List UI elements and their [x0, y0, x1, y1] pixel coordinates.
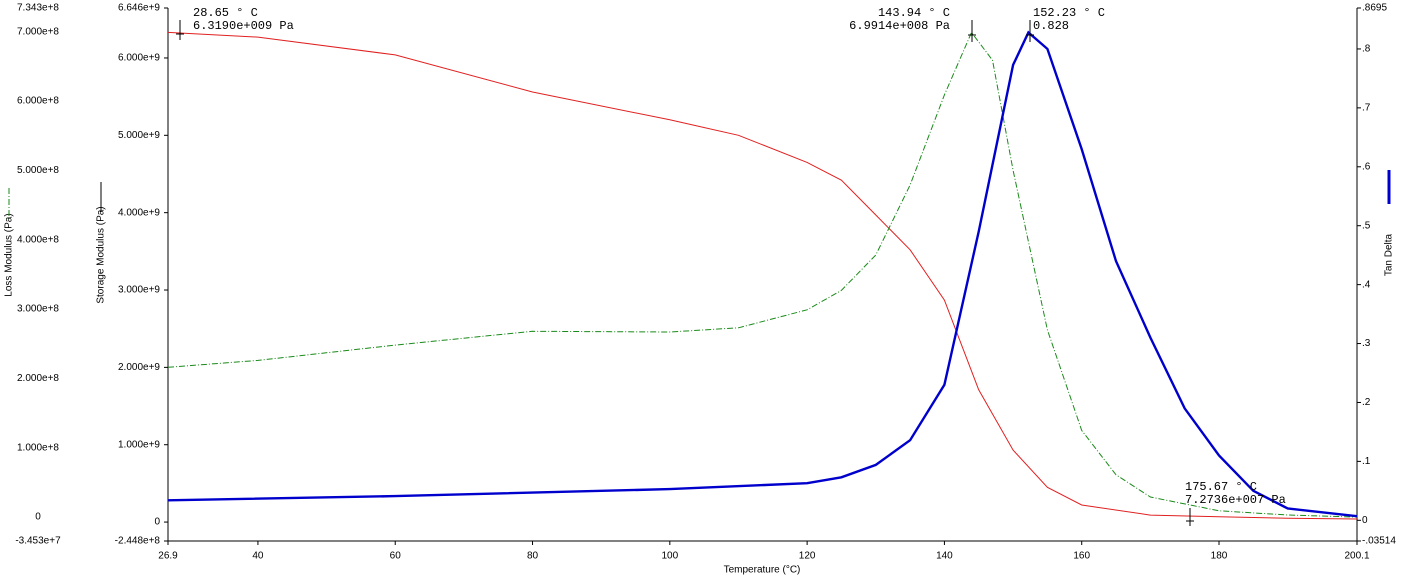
x-tick-label: 60: [390, 551, 402, 562]
y-tick-label: .6: [1362, 161, 1371, 172]
x-tick-label: 40: [252, 551, 264, 562]
axis-title: Tan Delta: [1384, 233, 1395, 276]
annotation-text: 0.828: [1033, 19, 1069, 33]
y-tick-label: .3: [1362, 338, 1371, 349]
x-tick-label: 80: [527, 551, 539, 562]
y-tick-label: 4.000e+8: [17, 234, 59, 245]
y-tick-label: -2.448e+8: [115, 536, 161, 547]
y-tick-label: 1.000e+8: [17, 442, 59, 453]
y-tick-label: 2.000e+8: [17, 373, 59, 384]
x-axis-title: Temperature (°C): [724, 565, 801, 576]
y-tick-label: .8: [1362, 44, 1371, 55]
y-tick-label: 7.343e+8: [17, 3, 59, 14]
y-tick-label: 0: [35, 512, 41, 523]
y-tick-label: -3.453e+7: [15, 536, 61, 547]
y-tick-label: 2.000e+9: [118, 362, 160, 373]
y-tick-label: 0: [154, 517, 160, 528]
annotation-text: 28.65 ° C: [193, 6, 258, 20]
series-line: [167, 31, 1358, 520]
series-line: [167, 30, 1358, 518]
x-tick-label: 26.9: [158, 551, 178, 562]
annotation-text: 152.23 ° C: [1033, 6, 1105, 20]
x-tick-label: 200.1: [1344, 551, 1369, 562]
y-tick-label: .5: [1362, 220, 1371, 231]
y-tick-label: .4: [1362, 279, 1371, 290]
y-tick-label: 6.646e+9: [118, 3, 160, 14]
annotation-text: 143.94 ° C: [878, 6, 950, 20]
series-line: [167, 31, 1358, 518]
y-tick-label: .1: [1362, 456, 1371, 467]
annotation-text: 6.3190e+009 Pa: [193, 19, 294, 33]
annotation-text: 7.2736e+007 Pa: [1185, 493, 1286, 507]
y-tick-label: 6.000e+9: [118, 53, 160, 64]
y-tick-label: 5.000e+9: [118, 130, 160, 141]
axis-title: Storage Modulus (Pa): [96, 206, 107, 303]
annotation-text: 175.67 ° C: [1185, 480, 1257, 494]
axis-title: Loss Modulus (Pa): [4, 213, 15, 296]
y-tick-label: 5.000e+8: [17, 165, 59, 176]
y-tick-label: 1.000e+9: [118, 439, 160, 450]
y-tick-label: 4.000e+9: [118, 207, 160, 218]
x-tick-label: 140: [936, 551, 953, 562]
y-tick-label: .8695: [1362, 3, 1387, 14]
y-tick-label: .7: [1362, 103, 1371, 114]
y-tick-label: .2: [1362, 397, 1371, 408]
y-tick-label: 3.000e+9: [118, 285, 160, 296]
x-tick-label: 120: [799, 551, 816, 562]
x-tick-label: 180: [1211, 551, 1228, 562]
y-tick-label: 0: [1362, 515, 1368, 526]
x-tick-label: 160: [1073, 551, 1090, 562]
y-tick-label: 3.000e+8: [17, 304, 59, 315]
y-tick-label: -.03514: [1362, 536, 1396, 547]
annotation-text: 6.9914e+008 Pa: [849, 19, 950, 33]
x-tick-label: 100: [661, 551, 678, 562]
y-tick-label: 6.000e+8: [17, 96, 59, 107]
y-tick-label: 7.000e+8: [17, 26, 59, 37]
